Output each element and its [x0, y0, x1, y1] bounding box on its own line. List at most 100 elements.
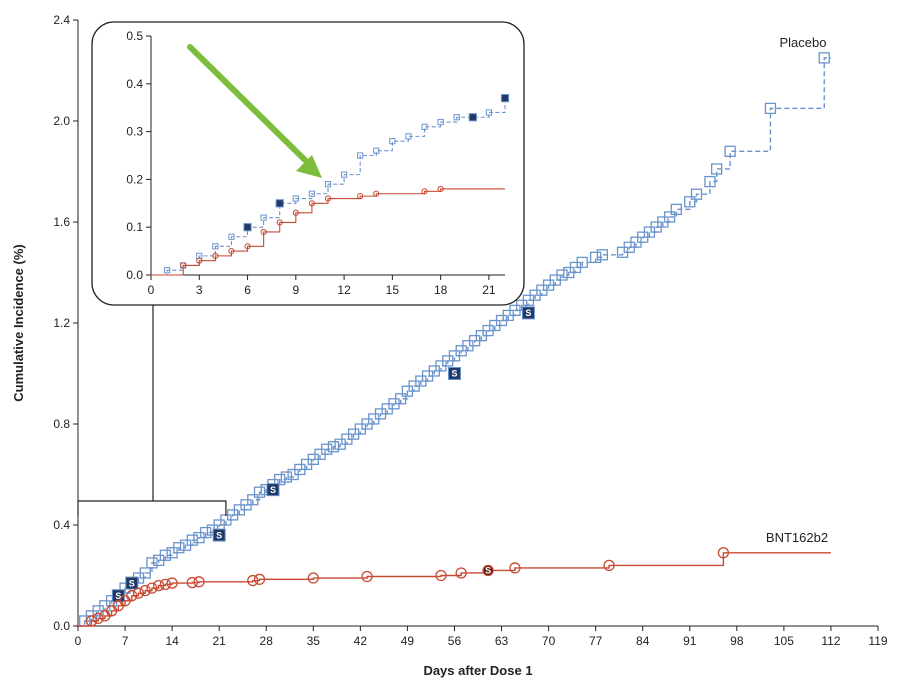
main-y-tick-label: 2.4 [53, 13, 70, 27]
main-x-tick-label: 56 [448, 634, 462, 648]
main-x-tick-label: 28 [260, 634, 274, 648]
severe-marker-letter: S [216, 530, 222, 540]
placebo-severe-marker [500, 94, 510, 103]
vaccine-step-line [78, 552, 831, 627]
vaccine-step-line [151, 188, 505, 276]
severe-marker-box [266, 483, 280, 497]
vaccine-point [603, 559, 615, 572]
main-x-tick-label: 98 [730, 634, 744, 648]
highlight-arrow-icon [187, 44, 322, 178]
placebo-severe-marker [468, 113, 477, 122]
vaccine-point [166, 577, 178, 589]
severe-marker-box [243, 223, 252, 232]
severe-marker-box [212, 528, 226, 542]
severe-marker-box [125, 576, 139, 590]
vaccine-point [212, 252, 219, 259]
vaccine-point [455, 567, 467, 579]
inset-x-tick-label: 18 [434, 283, 448, 297]
main-x-tick-label: 49 [401, 634, 415, 648]
placebo-point [704, 175, 716, 188]
main-x-tick-label: 70 [542, 634, 556, 648]
inset-y-tick-label: 0.4 [126, 77, 143, 91]
arrow-head [296, 155, 322, 178]
inset-x-tick-label: 3 [196, 283, 203, 297]
placebo-point [253, 486, 266, 498]
vaccine-point [146, 582, 158, 594]
inset-y-tick-label: 0.0 [126, 268, 143, 282]
placebo-point [340, 171, 348, 178]
placebo-point [308, 190, 316, 197]
vaccine-point [85, 615, 98, 627]
vaccine-point [717, 547, 730, 559]
placebo-point [724, 145, 736, 157]
placebo-point [437, 118, 444, 126]
main-x-tick-label: 14 [165, 634, 179, 648]
vaccine-point [92, 612, 104, 625]
placebo-point [212, 243, 219, 250]
main-x-tick-label: 119 [868, 634, 887, 648]
placebo-point [186, 534, 198, 546]
vaccine-point [357, 193, 364, 200]
vaccine-point [421, 188, 428, 195]
placebo-point [260, 214, 267, 221]
vaccine-point [247, 574, 259, 587]
vaccine-point [292, 209, 299, 216]
placebo-point [200, 526, 212, 539]
severe-marker-letter: S [451, 369, 457, 379]
inset-x-tick-label: 15 [386, 283, 400, 297]
vaccine-point [307, 572, 319, 584]
placebo-severe-marker: S [266, 483, 280, 497]
inset-y-tick-label: 0.5 [126, 29, 143, 43]
main-x-tick-label: 112 [821, 634, 840, 648]
severe-marker-box [275, 199, 284, 208]
placebo-point [139, 567, 151, 579]
main-x-tick-label: 105 [774, 634, 794, 648]
vaccine-point [324, 195, 332, 202]
severe-marker-box [482, 564, 494, 576]
vaccine-point [159, 578, 172, 590]
main-y-tick-label: 1.2 [53, 316, 70, 330]
x-axis-title: Days after Dose 1 [423, 663, 532, 678]
placebo-point [321, 443, 333, 455]
placebo-point [690, 188, 703, 200]
vaccine-point [193, 576, 205, 588]
severe-marker-box [468, 113, 477, 122]
vaccine-severe-marker: S [482, 564, 494, 576]
vaccine-point [180, 262, 187, 269]
main-axes: 0.00.40.81.21.62.02.40 7 14 21 28 35 42 49 56 63 7… [53, 13, 888, 648]
severe-marker-box [447, 367, 461, 380]
main-y-tick-label: 0.8 [53, 417, 70, 431]
placebo-point [405, 133, 412, 140]
severe-marker-letter: S [525, 308, 531, 318]
placebo-point [818, 52, 830, 64]
arrow-shaft [187, 44, 308, 163]
placebo-severe-marker: S [125, 576, 139, 590]
placebo-point [292, 195, 299, 202]
placebo-point [589, 251, 602, 264]
placebo-point [173, 542, 185, 554]
placebo-point [247, 494, 259, 506]
placebo-point [556, 269, 568, 281]
placebo-point [324, 181, 332, 188]
main-y-tick-label: 0.0 [53, 619, 70, 633]
placebo-point [421, 123, 428, 130]
vaccine-point [244, 243, 251, 250]
inset-x-tick-label: 0 [148, 283, 155, 297]
placebo-point [663, 211, 676, 223]
placebo-step-line [78, 57, 831, 627]
placebo-point [711, 163, 723, 175]
zoom-bracket-line [77, 500, 227, 516]
main-x-tick-label: 91 [683, 634, 697, 648]
placebo-point [373, 147, 380, 154]
vaccine-point [509, 562, 521, 574]
main-y-tick-label: 2.0 [53, 114, 70, 128]
vaccine-point [260, 228, 267, 236]
placebo-point [146, 557, 158, 569]
inset-x-tick-label: 12 [337, 283, 351, 297]
vaccine-point [437, 185, 444, 193]
placebo-point [485, 109, 493, 116]
main-x-tick-label: 35 [307, 634, 321, 648]
placebo-point [159, 549, 172, 561]
